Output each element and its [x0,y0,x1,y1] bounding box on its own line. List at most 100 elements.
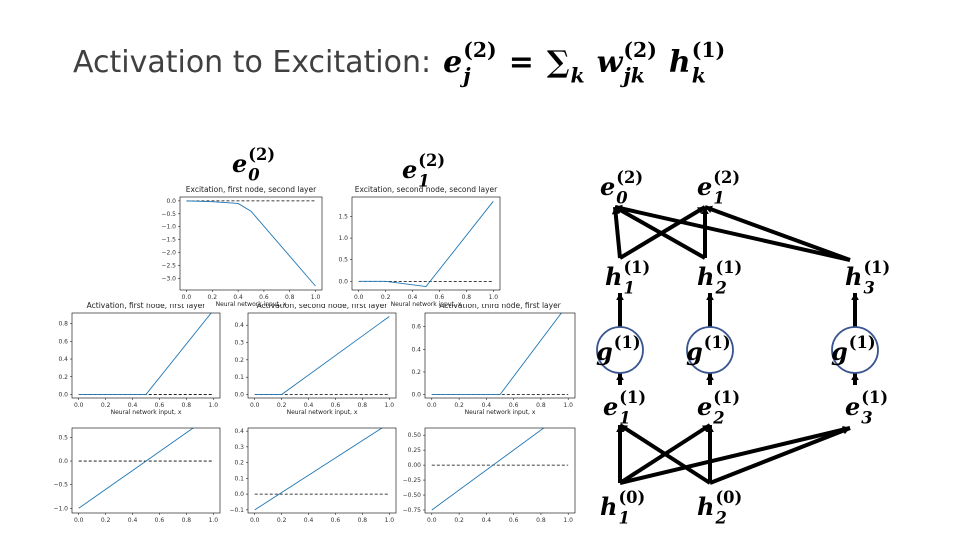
x-tick-label: 0.4 [482,517,492,524]
plot: 0.0 0.2 0.4 0.6 0.8 1.0 −0.1 0.0 0.1 0.2 0.3 0.4 [216,414,402,527]
x-tick-label: 0.6 [155,402,165,409]
math-superscript: (1) [614,333,641,352]
activation-node [831,326,879,374]
plot: 0.0 0.2 0.4 0.6 0.8 1.0 0.0 0.1 0.2 0.3 0.4 Activat… [216,299,402,416]
data-line [358,201,494,288]
x-tick-label: 0.2 [277,402,287,409]
y-tick-label: 0.25 [408,447,422,454]
plot-title: Activation, first node, first layer [87,301,207,310]
arrow [619,426,851,485]
x-tick-label: 1.0 [563,402,573,409]
math-subscript: 2 [714,278,726,297]
plot-title: Activation, second node, first layer [257,301,389,310]
plot-frame [247,312,397,399]
y-tick-label: 0.3 [234,339,244,346]
arrow-head [611,207,620,215]
plot: 0.0 0.2 0.4 0.6 0.8 1.0 −0.75 −0.50 −0.25 0.00 0.2… [393,414,581,527]
y-tick-label: −0.75 [403,507,422,514]
math-subscript: 2 [714,508,726,527]
x-tick-label: 0.6 [155,517,165,524]
arrow-head [706,425,714,433]
plot-background [393,414,581,527]
y-tick-label: −2.0 [161,250,176,257]
y-tick-label: 0.4 [234,428,244,435]
arrow-head [697,207,705,214]
slide-title: Activation to Excitation: [73,45,431,80]
math-symbol: e [600,172,615,201]
plot-background [216,299,402,412]
x-tick-label: 0.4 [128,517,138,524]
math-superscript: (0) [715,488,742,507]
math-symbol: g [596,337,613,366]
x-tick-label: 0.8 [182,517,192,524]
math-symbol: e [402,155,417,184]
x-tick-label: 0.0 [354,294,364,301]
x-tick-label: 0.2 [277,517,287,524]
x-tick-label: 0.4 [304,402,314,409]
plot-background [320,183,506,304]
math-subscript: 0 [616,188,628,207]
x-axis-label: Neural network input, x [216,301,287,308]
x-tick-label: 0.0 [74,402,84,409]
y-tick-label: 0.4 [58,356,68,363]
x-tick-label: 0.6 [509,402,519,409]
x-tick-label: 1.0 [384,402,394,409]
y-tick-label: 0.0 [234,392,244,399]
x-tick-label: 0.8 [182,402,192,409]
data-line [431,428,545,511]
arrow-head [616,373,624,381]
y-tick-label: −0.5 [53,482,68,489]
y-tick-label: 0.5 [58,434,68,441]
math-symbol: ∑ [547,45,570,80]
y-tick-label: −0.25 [403,477,422,484]
x-axis-label: Neural network input, x [287,409,358,416]
x-tick-label: 0.8 [285,294,295,301]
math-symbol: e [697,392,712,421]
y-tick-label: 0.0 [58,458,68,465]
arrow [614,205,706,260]
y-tick-label: 0.0 [58,391,68,398]
x-tick-label: 1.0 [311,294,321,301]
math-subscript: 3 [861,408,872,427]
arrow-head [851,293,859,301]
math-superscript: (1) [861,388,888,407]
x-tick-label: 1.0 [384,517,394,524]
x-tick-label: 0.0 [427,517,437,524]
math-symbol: g [831,337,848,366]
arrow-head [702,425,710,433]
data-line [186,200,316,287]
y-tick-label: 1.0 [338,235,348,242]
x-tick-label: 0.4 [408,294,418,301]
x-tick-label: 1.0 [208,517,218,524]
y-tick-label: 0.50 [408,432,422,439]
y-tick-label: 0.4 [234,322,244,329]
y-tick-label: −3.0 [161,275,176,282]
x-tick-label: 0.6 [331,402,341,409]
y-tick-label: −2.5 [161,262,176,269]
activation-node [686,326,734,374]
x-tick-label: 0.6 [509,517,519,524]
math-symbol: e [232,149,247,178]
x-axis-label: Neural network input, x [465,409,536,416]
arrow-head [851,373,859,381]
data-line [254,316,390,395]
x-tick-label: 0.8 [536,402,546,409]
arrow-head [620,425,628,433]
math-symbol: h [669,45,691,80]
x-tick-label: 0.4 [304,517,314,524]
y-tick-label: 0.2 [234,460,244,467]
x-tick-label: 0.0 [427,402,437,409]
x-tick-label: 0.2 [101,402,111,409]
x-tick-label: 0.4 [233,294,243,301]
plot-background [40,299,226,412]
math-symbol: e [697,172,712,201]
x-tick-label: 0.8 [358,402,368,409]
data-line [431,313,562,396]
arrow [618,423,712,485]
x-tick-label: 0.0 [182,294,192,301]
arrow-head [706,293,714,301]
data-line [78,428,194,509]
plot-frame [71,427,221,514]
plot-title: Activation, third node, first layer [439,301,561,310]
